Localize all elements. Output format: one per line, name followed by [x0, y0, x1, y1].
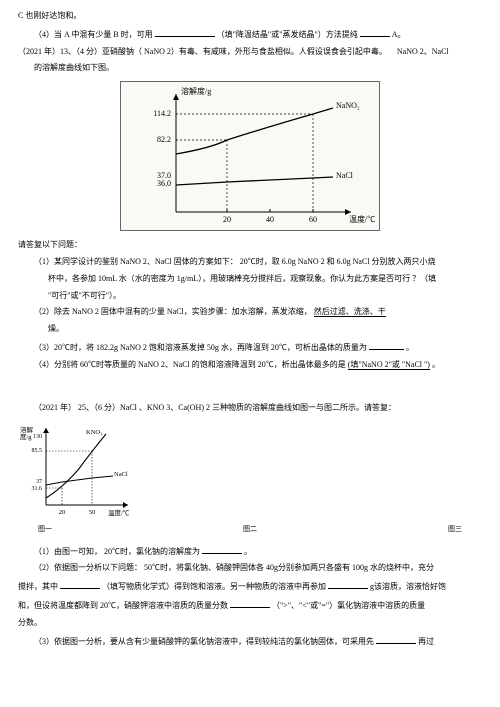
p1-blank: [202, 544, 242, 554]
svg-text:度/g: 度/g: [20, 432, 32, 441]
q4a: （4）分别将 60℃时等质量的 NaNO 2、NaCl 的饱和溶液降温到 20℃…: [34, 360, 346, 369]
chart-captions: 图一 图二 图三: [18, 524, 482, 535]
svg-text:114.2: 114.2: [153, 109, 171, 118]
svg-text:温度/℃: 温度/℃: [108, 508, 130, 517]
chart1-y-title: 溶解度/g: [181, 86, 211, 96]
svg-text:60: 60: [309, 215, 317, 224]
p3-blank: [376, 634, 416, 644]
q4-header: （4）当 A 中混有少量 B 时，可用 （填"降温结晶"或"蒸发结晶"）方法提纯…: [18, 27, 482, 42]
chart2-svg: 溶解 度/g 温度/℃ 20 50 31.6 37 85.5 130 KNO₃ …: [18, 420, 138, 520]
p2b: 搅拌，其中: [18, 582, 58, 591]
q4-header-c: A。: [392, 30, 406, 39]
q3-blank: [369, 340, 404, 350]
q13-intro-b: NaNO 2、NaCl: [397, 47, 449, 56]
q1b: 杯中，各参加 10mL 水（水的密度为 1g/mL），用玻璃棒充分搅拌后，观察现…: [48, 274, 410, 283]
q2-line1: （2）除去 NaNO 2 固体中混有的少量 NaCl，实验步骤：加水溶解，蒸发浓…: [18, 306, 482, 319]
chart1-svg: 溶解度/g 温度/℃ 20 40 60 36.0 37.0 82.2 114.2…: [121, 82, 381, 232]
q2-line2: 燥。: [18, 323, 482, 336]
q4-header-a: （4）当 A 中混有少量 B 时，可用: [34, 30, 153, 39]
p2f: （">"、"<"或"="）氯化钠溶液中溶质的质量: [272, 601, 425, 610]
p2e: 和，但设将温度都降到 20℃，硝酸钾溶液中溶质的质量分数: [18, 601, 228, 610]
chart1-container: 溶解度/g 温度/℃ 20 40 60 36.0 37.0 82.2 114.2…: [18, 81, 482, 231]
svg-text:40: 40: [266, 215, 274, 224]
blank-method: [155, 27, 215, 37]
svg-text:NaNO₂: NaNO₂: [336, 101, 360, 110]
p3-line: （3）依据图一分析，要从含有少量硝酸钾的氯化钠溶液中，得到较纯洁的氯化钠固体，可…: [18, 634, 482, 649]
p1-line: （1）由图一可知， 20℃时，氯化钠的溶解度为 。: [18, 544, 482, 559]
q2a: （2）除去 NaNO 2 固体中混有的少量 NaCl，实验步骤：加水溶解，蒸发浓…: [34, 307, 312, 316]
svg-text:20: 20: [59, 509, 66, 516]
p2d: g该溶质，溶液恰好饱: [370, 582, 446, 591]
p2-blank1: [60, 579, 100, 589]
svg-text:20: 20: [223, 215, 231, 224]
p2-line3: 和，但设将温度都降到 20℃，硝酸钾溶液中溶质的质量分数 （">"、"<"或"=…: [18, 598, 482, 613]
q25-intro: （2021 年） 25、（6 分）NaCl 、KNO 3、Ca(OH) 2 三种…: [18, 402, 482, 415]
svg-text:85.5: 85.5: [32, 448, 43, 454]
q1c: ？（填: [412, 274, 436, 283]
q1-line1: （1）某同学设计的鉴别 NaNO 2、NaCl 固体的方案如下： 20℃时，取 …: [18, 256, 482, 269]
svg-text:37: 37: [36, 479, 42, 485]
svg-text:NaCl: NaCl: [114, 471, 128, 478]
caption3: 图三: [448, 524, 462, 535]
chart2-box: 溶解 度/g 温度/℃ 20 50 31.6 37 85.5 130 KNO₃ …: [18, 420, 138, 520]
q1-line3: "可行"或"不可行"）。: [18, 290, 482, 303]
p3b: 再过: [418, 637, 434, 646]
p2-blank3: [230, 598, 270, 608]
chart2-placeholder-2: [190, 420, 310, 520]
svg-text:NaCl: NaCl: [336, 171, 354, 180]
q13-intro-a: （2021 年）13、（4 分）亚硝酸钠（ NaNO 2）有毒、有咸味，外形与食…: [18, 47, 387, 56]
caption2: 图二: [243, 524, 257, 535]
q3-line1: （3）20℃时，将 182.2g NaNO 2 饱和溶液蒸发掉 50g 水，再降…: [18, 340, 482, 355]
p1a: （1）由图一可知， 20℃时，氯化钠的溶解度为: [34, 547, 200, 556]
q4-header-b: （填"降温结晶"或"蒸发结晶"）方法提纯: [217, 30, 358, 39]
q13-intro: （2021 年）13、（4 分）亚硝酸钠（ NaNO 2）有毒、有咸味，外形与食…: [18, 46, 482, 59]
svg-text:130: 130: [33, 434, 42, 440]
p2-line1: （2）依据图一分析以下问题： 50℃时，将氯化钠、硝酸钾固体各 40g分别参加两…: [18, 562, 482, 575]
p2-blank2: [328, 579, 368, 589]
q3a: （3）20℃时，将 182.2g NaNO 2 饱和溶液蒸发掉 50g 水，再降…: [34, 343, 367, 352]
q4-line1: （4）分别将 60℃时等质量的 NaNO 2、NaCl 的饱和溶液降温到 20℃…: [18, 359, 482, 372]
chart1-x-title: 温度/℃: [349, 214, 375, 224]
p1b: 。: [244, 547, 252, 556]
chart2-row: 溶解 度/g 温度/℃ 20 50 31.6 37 85.5 130 KNO₃ …: [18, 420, 482, 520]
q1-line2: 杯中，各参加 10mL 水（水的密度为 1g/mL），用玻璃棒充分搅拌后，观察现…: [18, 273, 482, 286]
p2c-text: （填写物质化学式）得到饱和溶液。另一种物质的溶液中再参加: [102, 582, 326, 591]
svg-text:31.6: 31.6: [32, 486, 43, 492]
svg-text:82.2: 82.2: [157, 135, 171, 144]
q4-blank: (填"NaNO 2"或 "NaCl "): [348, 360, 430, 370]
blank-a: [360, 27, 390, 37]
q13-intro-c: 的溶解度曲线如下图。: [18, 62, 482, 75]
p2-line2: 搅拌，其中 （填写物质化学式）得到饱和溶液。另一种物质的溶液中再参加 g该溶质，…: [18, 579, 482, 594]
chart1-box: 溶解度/g 温度/℃ 20 40 60 36.0 37.0 82.2 114.2…: [120, 81, 380, 231]
svg-text:36.0: 36.0: [157, 179, 171, 188]
svg-text:37.0: 37.0: [157, 171, 171, 180]
text-c-line: C 也刚好达饱和。: [18, 10, 482, 23]
answer-prompt: 请答复以下问题：: [18, 239, 482, 252]
svg-text:溶解: 溶解: [20, 425, 34, 434]
chart2-placeholder-3: [362, 420, 482, 520]
svg-text:KNO₃: KNO₃: [86, 429, 102, 436]
q4c: 。: [432, 360, 440, 369]
q2-blank: 然后过滤、洗涤、干: [314, 307, 386, 317]
q3b: 。: [406, 343, 414, 352]
p3a: （3）依据图一分析，要从含有少量硝酸钾的氯化钠溶液中，得到较纯洁的氯化钠固体，可…: [34, 637, 374, 646]
svg-text:50: 50: [89, 509, 96, 516]
p2-line4: 分数。: [18, 617, 482, 630]
caption1: 图一: [38, 524, 52, 535]
